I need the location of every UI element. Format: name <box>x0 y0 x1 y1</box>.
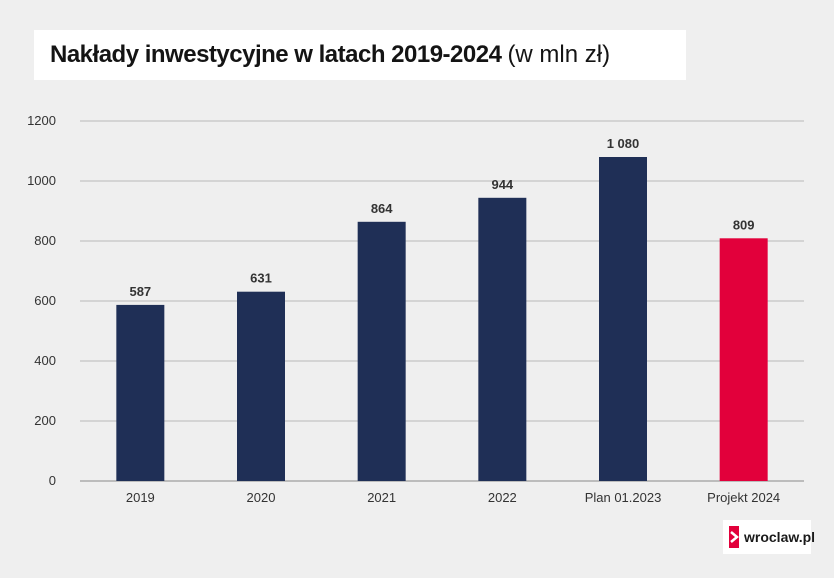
data-label: 1 080 <box>607 136 640 151</box>
bar <box>478 197 527 482</box>
bar <box>116 304 165 481</box>
data-label: 631 <box>250 271 272 286</box>
data-label: 809 <box>733 217 755 232</box>
x-tick-label: Plan 01.2023 <box>585 490 662 505</box>
bar <box>719 238 768 481</box>
logo-text: wroclaw.pl <box>744 529 816 545</box>
data-label: 944 <box>491 177 513 192</box>
y-tick-label: 1200 <box>27 113 56 128</box>
y-tick-label: 1000 <box>27 173 56 188</box>
bar <box>599 157 647 481</box>
y-tick-label: 800 <box>34 233 56 248</box>
chart-title-main: Nakłady inwestycyjne w latach 2019-2024 <box>50 41 502 68</box>
chart-title-unit: (w mln zł) <box>507 41 611 68</box>
y-tick-label: 600 <box>34 293 56 308</box>
x-tick-label: 2020 <box>247 490 276 505</box>
data-label: 587 <box>129 284 151 299</box>
bar <box>237 291 285 481</box>
y-tick-label: 0 <box>49 473 56 488</box>
data-label: 864 <box>371 201 393 216</box>
bar <box>357 221 406 482</box>
y-tick-label: 200 <box>34 413 56 428</box>
chart-title: Nakłady inwestycyjne w latach 2019-2024 … <box>34 30 686 80</box>
x-tick-label: 2021 <box>367 490 396 505</box>
x-tick-label: Projekt 2024 <box>707 490 780 505</box>
x-tick-label: 2022 <box>488 490 517 505</box>
y-tick-label: 400 <box>34 353 56 368</box>
wroclaw-logo: wroclaw.pl <box>723 520 815 554</box>
x-tick-label: 2019 <box>126 490 155 505</box>
chevron-right-icon <box>729 526 739 548</box>
